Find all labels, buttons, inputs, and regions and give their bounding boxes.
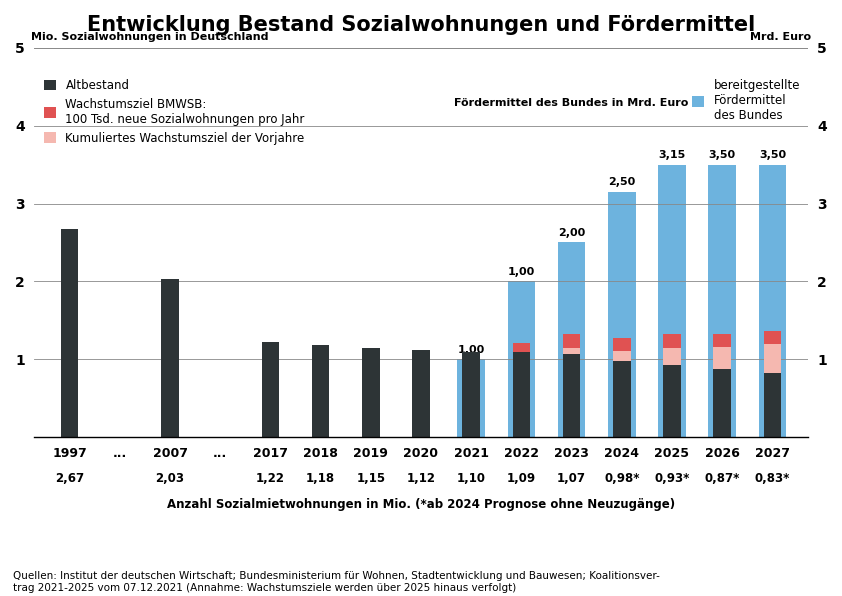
Text: 1,00: 1,00 bbox=[508, 267, 535, 277]
Bar bbox=[513, 343, 530, 352]
Text: 1,22: 1,22 bbox=[256, 473, 285, 485]
Bar bbox=[613, 337, 631, 351]
Text: 2,50: 2,50 bbox=[608, 177, 636, 187]
Bar bbox=[312, 345, 329, 437]
Bar bbox=[562, 354, 580, 437]
Text: Fördermittel des Bundes in Mrd. Euro: Fördermittel des Bundes in Mrd. Euro bbox=[455, 98, 689, 108]
Legend: bereitgestellte
Fördermittel
des Bundes: bereitgestellte Fördermittel des Bundes bbox=[692, 79, 800, 122]
Text: 0,87*: 0,87* bbox=[705, 473, 740, 485]
Bar bbox=[708, 164, 736, 437]
Bar bbox=[663, 347, 681, 365]
Text: Quellen: Institut der deutschen Wirtschaft; Bundesministerium für Wohnen, Stadte: Quellen: Institut der deutschen Wirtscha… bbox=[13, 572, 659, 593]
Bar bbox=[362, 347, 380, 437]
Legend: Altbestand, Wachstumsziel BMWSB:
100 Tsd. neue Sozialwohnungen pro Jahr, Kumulie: Altbestand, Wachstumsziel BMWSB: 100 Tsd… bbox=[45, 79, 305, 145]
Bar bbox=[562, 334, 580, 347]
Bar bbox=[608, 192, 636, 437]
Text: 3,50: 3,50 bbox=[709, 150, 736, 160]
Bar bbox=[613, 361, 631, 437]
Bar bbox=[161, 279, 179, 437]
Text: Mio. Sozialwohnungen in Deutschland: Mio. Sozialwohnungen in Deutschland bbox=[30, 32, 268, 42]
Bar bbox=[557, 243, 585, 437]
Bar bbox=[262, 342, 280, 437]
Bar bbox=[413, 350, 429, 437]
Text: 3,50: 3,50 bbox=[759, 150, 786, 160]
Text: Anzahl Sozialmietwohnungen in Mio. (*ab 2024 Prognose ohne Neuzugänge): Anzahl Sozialmietwohnungen in Mio. (*ab … bbox=[167, 498, 675, 511]
Bar bbox=[658, 164, 685, 437]
Bar bbox=[759, 164, 786, 437]
Bar bbox=[457, 359, 485, 437]
Text: 2,00: 2,00 bbox=[558, 228, 585, 238]
Text: Mrd. Euro: Mrd. Euro bbox=[750, 32, 812, 42]
Bar bbox=[562, 347, 580, 354]
Text: 3,15: 3,15 bbox=[658, 150, 685, 160]
Bar bbox=[663, 334, 681, 347]
Text: 0,93*: 0,93* bbox=[654, 473, 690, 485]
Text: 1,00: 1,00 bbox=[457, 344, 485, 355]
Text: 0,83*: 0,83* bbox=[754, 473, 790, 485]
Bar bbox=[613, 351, 631, 361]
Text: 1,12: 1,12 bbox=[407, 473, 435, 485]
Bar bbox=[764, 344, 781, 372]
Text: 1,15: 1,15 bbox=[356, 473, 386, 485]
Text: 1,18: 1,18 bbox=[306, 473, 335, 485]
Text: 1,07: 1,07 bbox=[557, 473, 586, 485]
Bar bbox=[713, 347, 731, 370]
Bar bbox=[61, 229, 78, 437]
Bar bbox=[663, 365, 681, 437]
Bar bbox=[713, 334, 731, 347]
Bar bbox=[713, 370, 731, 437]
Text: 2,03: 2,03 bbox=[156, 473, 184, 485]
Title: Entwicklung Bestand Sozialwohnungen und Fördermittel: Entwicklung Bestand Sozialwohnungen und … bbox=[87, 15, 755, 35]
Bar bbox=[508, 281, 536, 437]
Bar bbox=[513, 352, 530, 437]
Text: 0,98*: 0,98* bbox=[604, 473, 640, 485]
Bar bbox=[462, 352, 480, 437]
Bar bbox=[764, 372, 781, 437]
Text: 2,67: 2,67 bbox=[55, 473, 84, 485]
Text: 1,09: 1,09 bbox=[507, 473, 536, 485]
Bar bbox=[764, 331, 781, 344]
Text: 1,10: 1,10 bbox=[456, 473, 486, 485]
